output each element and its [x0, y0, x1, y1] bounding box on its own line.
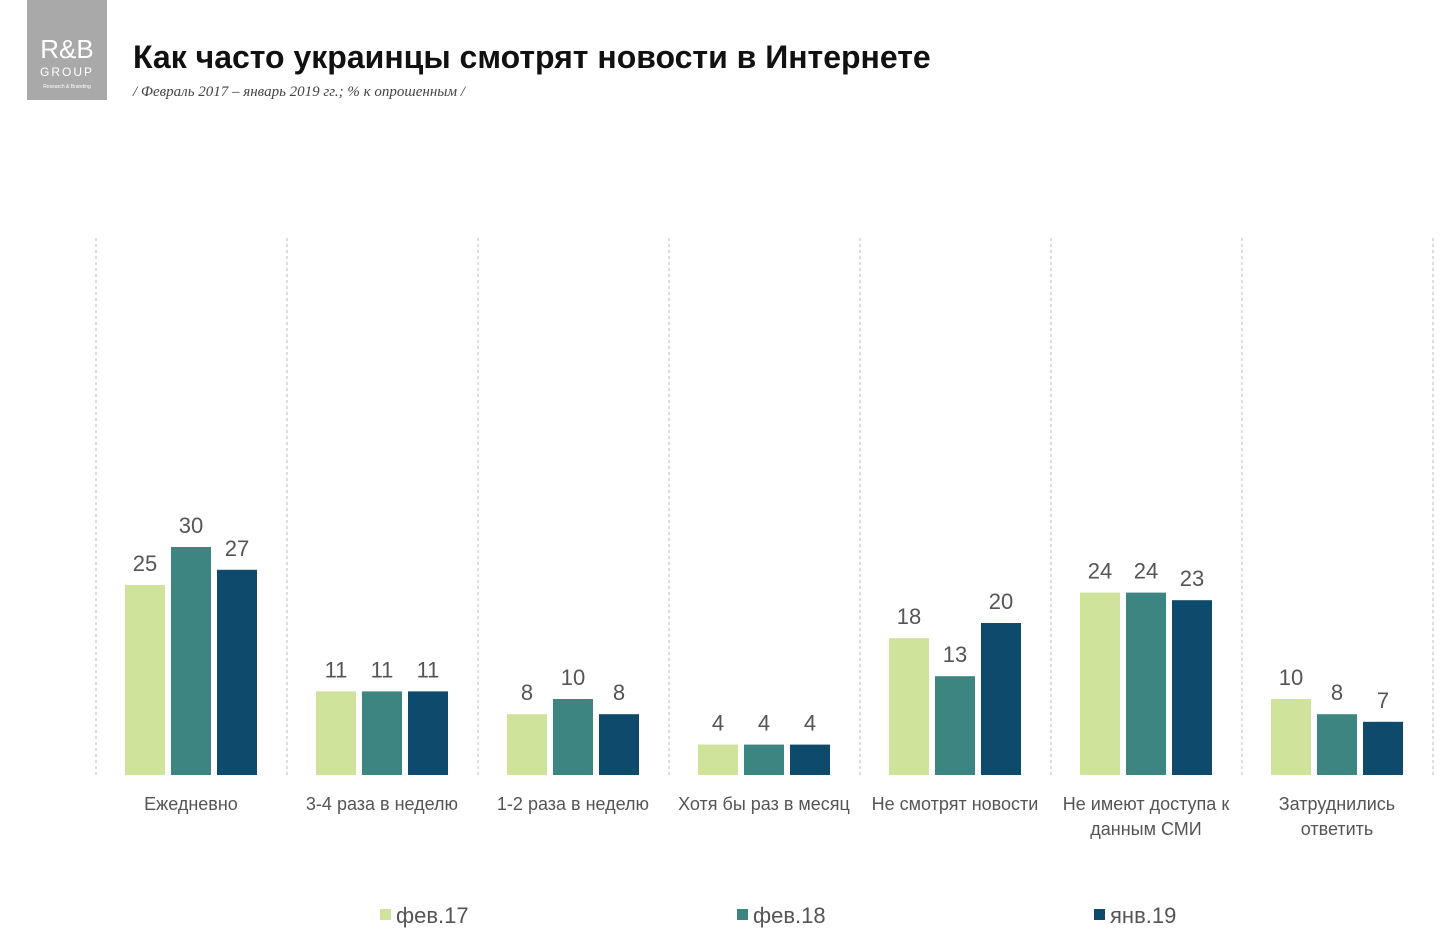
bar: [1317, 714, 1357, 775]
bar: [744, 744, 784, 775]
bar: [507, 714, 547, 775]
bar: [125, 585, 165, 775]
x-tick-label: Затруднились ответить: [1278, 794, 1396, 839]
data-label: 20: [989, 589, 1013, 614]
bar: [553, 699, 593, 775]
legend-swatch: [1094, 909, 1105, 920]
logo-name: R&B: [40, 34, 93, 64]
bar: [1363, 721, 1403, 775]
logo-tagline: Research & Branding: [43, 84, 91, 90]
bar: [362, 691, 402, 775]
data-label: 25: [133, 551, 157, 576]
data-label: 10: [1279, 665, 1303, 690]
x-tick-label: 1-2 раза в неделю: [496, 794, 650, 814]
data-label: 8: [613, 680, 625, 705]
bar: [599, 714, 639, 775]
bar: [889, 638, 929, 775]
logo-group: GROUP: [40, 65, 94, 79]
bar: [935, 676, 975, 775]
legend-swatch: [380, 909, 391, 920]
data-label: 24: [1088, 559, 1112, 584]
legend-label: фев.18: [753, 903, 826, 928]
bar: [1271, 699, 1311, 775]
logo-box: [27, 0, 107, 100]
data-label: 23: [1180, 566, 1204, 591]
bar: [981, 623, 1021, 775]
bar: [790, 744, 830, 775]
data-label: 11: [325, 657, 348, 682]
bar: [408, 691, 448, 775]
legend-swatch: [737, 909, 748, 920]
legend-label: фев.17: [396, 903, 469, 928]
data-label: 30: [179, 513, 203, 538]
data-label: 7: [1377, 688, 1389, 713]
data-label: 27: [225, 536, 249, 561]
x-tick-label: 3-4 раза в неделю: [305, 794, 459, 814]
bar: [698, 744, 738, 775]
data-label: 10: [561, 665, 585, 690]
bar: [316, 691, 356, 775]
bar: [1080, 592, 1120, 775]
x-tick-label: Ежедневно: [144, 794, 238, 814]
data-label: 11: [417, 657, 440, 682]
x-tick-label: Хотя бы раз в месяц: [678, 794, 850, 814]
data-label: 8: [1331, 680, 1343, 705]
data-label: 13: [943, 642, 967, 667]
data-label: 8: [521, 680, 533, 705]
data-label: 4: [804, 711, 816, 736]
x-tick-label: Не имеют доступа к данным СМИ: [1062, 794, 1230, 839]
bar: [217, 569, 257, 775]
chart-subtitle: / Февраль 2017 – январь 2019 гг.; % к оп…: [132, 84, 467, 100]
data-label: 4: [758, 711, 770, 736]
data-label: 24: [1134, 559, 1158, 584]
data-label: 11: [371, 657, 394, 682]
legend-label: янв.19: [1110, 903, 1176, 928]
x-tick-label: Не смотрят новости: [871, 794, 1039, 814]
bar: [171, 547, 211, 775]
data-label: 18: [897, 604, 921, 629]
bar: [1126, 592, 1166, 775]
chart-title: Как часто украинцы смотрят новости в Инт…: [133, 39, 931, 75]
data-label: 4: [712, 711, 724, 736]
bar: [1172, 600, 1212, 775]
